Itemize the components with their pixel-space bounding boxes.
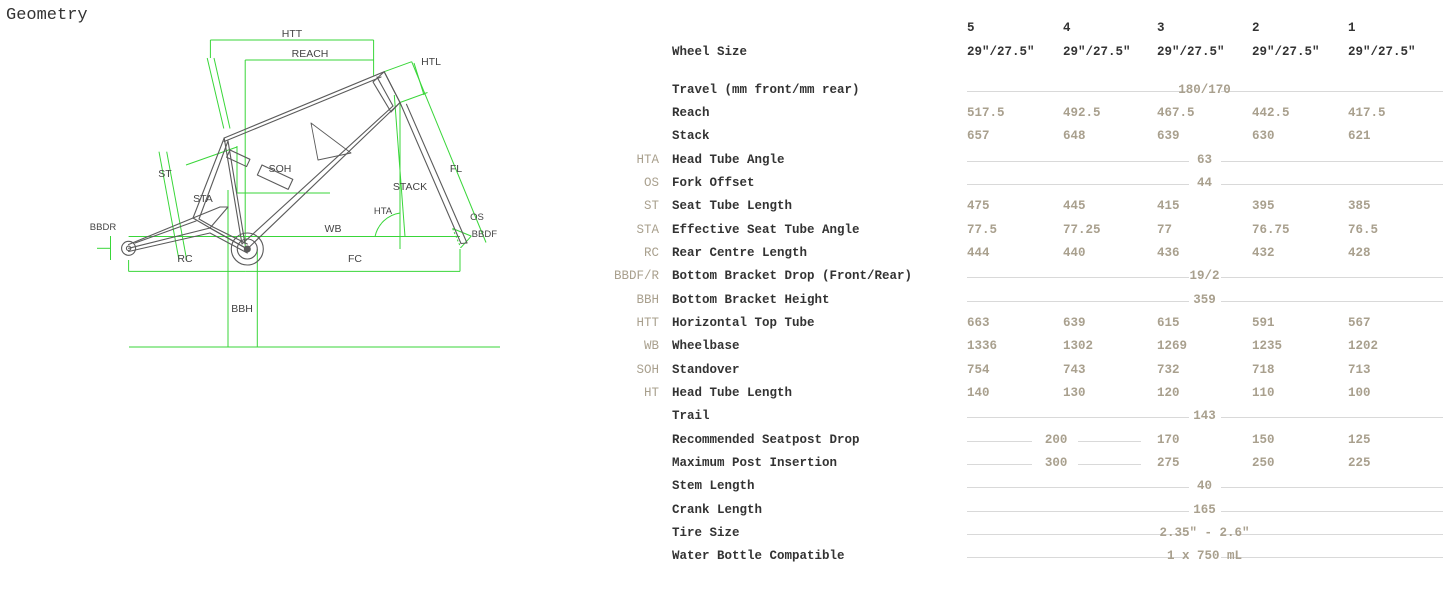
svg-text:STACK: STACK [393, 181, 427, 193]
svg-text:FL: FL [450, 163, 462, 175]
svg-text:ST: ST [158, 168, 172, 180]
svg-text:BBH: BBH [231, 303, 253, 315]
svg-text:RC: RC [177, 253, 193, 265]
svg-text:REACH: REACH [292, 48, 329, 60]
svg-text:WB: WB [325, 223, 342, 235]
svg-text:OS: OS [470, 212, 484, 223]
svg-text:STA: STA [193, 193, 213, 205]
svg-text:HTT: HTT [282, 28, 303, 40]
svg-text:FC: FC [348, 253, 362, 265]
svg-text:HTA: HTA [374, 206, 393, 217]
svg-text:BBDF: BBDF [472, 229, 498, 240]
svg-text:HTL: HTL [421, 56, 441, 68]
svg-text:BBDR: BBDR [90, 222, 117, 233]
